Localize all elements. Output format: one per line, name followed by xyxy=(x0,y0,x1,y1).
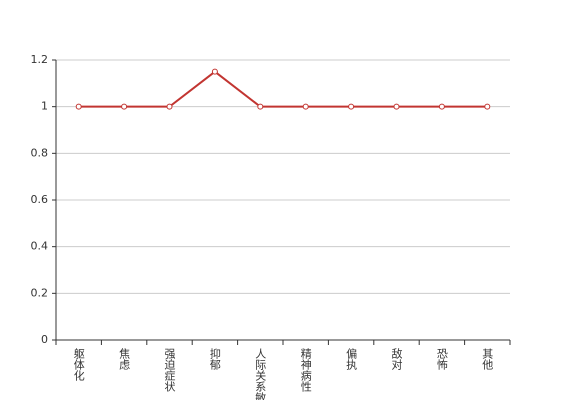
x-tick-label: 强迫症状 xyxy=(163,348,176,392)
x-tick-label: 精神病性 xyxy=(299,348,312,393)
x-tick-label: 恐怖 xyxy=(435,348,448,370)
point xyxy=(211,68,218,75)
point xyxy=(302,103,309,110)
y-tick-label: 0.2 xyxy=(31,286,49,299)
point xyxy=(121,103,128,110)
line xyxy=(78,70,488,108)
point xyxy=(166,103,173,110)
x-tick-label: 偏执 xyxy=(345,347,358,371)
y-tick-label: 0.4 xyxy=(31,240,49,253)
point xyxy=(348,103,355,110)
point xyxy=(75,103,82,110)
x-tick-label: 抑郁 xyxy=(208,347,221,370)
y-tick-label: 1.2 xyxy=(31,53,49,66)
x-tick-label: 人际关系敏感 xyxy=(254,348,267,400)
point xyxy=(393,103,400,110)
point xyxy=(484,103,491,110)
x-tick-label: 躯体化 xyxy=(72,348,85,382)
y-tick-label: 1 xyxy=(41,100,48,113)
x-tick-label: 其他 xyxy=(481,348,494,370)
y-tick-label: 0.6 xyxy=(31,193,49,206)
x-tick-label: 敌对 xyxy=(390,347,403,370)
point xyxy=(438,103,445,110)
y-tick-label: 0.8 xyxy=(31,146,49,159)
point xyxy=(257,103,264,110)
y-tick-label: 0 xyxy=(41,333,48,346)
x-tick-label: 焦虑 xyxy=(118,348,131,370)
